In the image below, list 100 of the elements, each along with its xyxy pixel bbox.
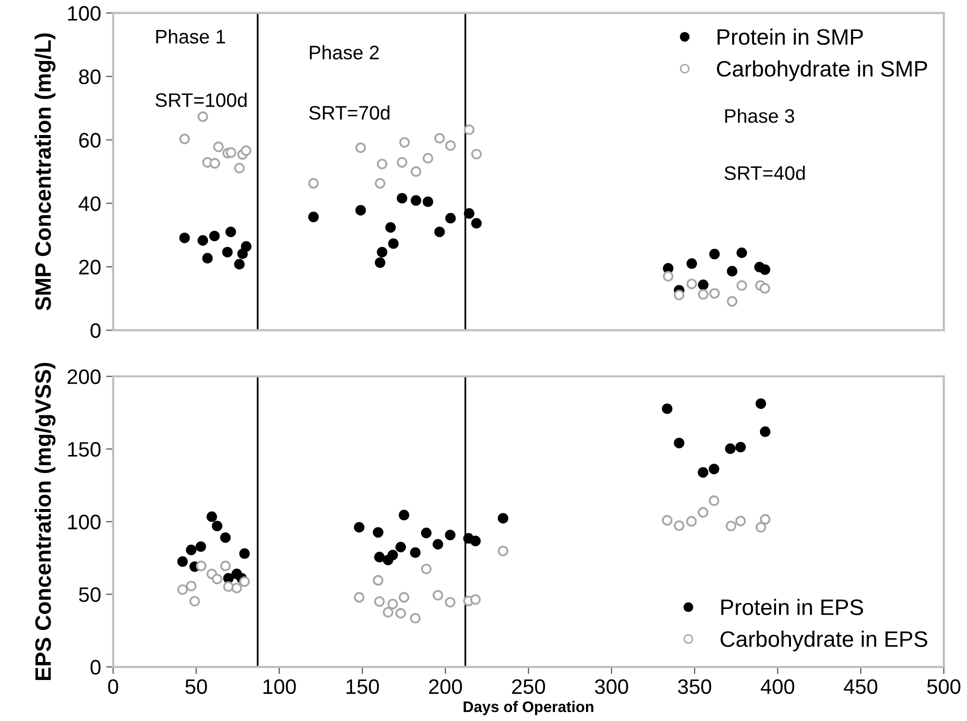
- point: [686, 278, 698, 290]
- legend-label: Carbohydrate in SMP: [716, 60, 928, 82]
- point: [186, 580, 197, 592]
- point: [372, 575, 384, 586]
- point: [210, 158, 220, 169]
- point: [760, 264, 770, 275]
- annotation: SRT=100d: [156, 92, 247, 108]
- point: [234, 162, 245, 174]
- annotation: Phase 1: [156, 29, 226, 44]
- point: [220, 532, 231, 543]
- point: [471, 218, 482, 229]
- point: [196, 560, 206, 572]
- point: [410, 195, 422, 206]
- point: [410, 547, 421, 558]
- point: [387, 598, 398, 610]
- point: [709, 288, 720, 299]
- point: [498, 513, 508, 524]
- point: [760, 283, 770, 294]
- y-tick-label: 0: [90, 323, 101, 338]
- point: [372, 527, 384, 538]
- point: [198, 235, 208, 246]
- point: [396, 157, 408, 168]
- point: [308, 178, 319, 189]
- x-tick-label: 150: [346, 679, 379, 694]
- point: [698, 467, 708, 478]
- point: [662, 270, 674, 282]
- point: [382, 607, 394, 618]
- point: [444, 596, 456, 608]
- point: [725, 443, 736, 454]
- point: [196, 541, 206, 552]
- point: [662, 515, 672, 526]
- point: [239, 576, 250, 587]
- point: [395, 608, 406, 619]
- x-tick-label: 400: [760, 679, 794, 694]
- point: [756, 522, 766, 533]
- point: [189, 596, 200, 607]
- point: [736, 248, 748, 258]
- point: [223, 581, 234, 592]
- point: [471, 148, 482, 160]
- point: [399, 137, 410, 148]
- point: [421, 564, 432, 574]
- point: [444, 530, 456, 540]
- y-tick-label: 80: [79, 69, 101, 84]
- legend-label: Protein in EPS: [721, 598, 863, 616]
- point: [220, 560, 231, 572]
- x-tick-label: 50: [185, 679, 207, 694]
- point: [355, 142, 366, 154]
- point: [708, 495, 720, 506]
- annotation: Phase 3: [725, 108, 794, 123]
- point: [698, 289, 709, 300]
- point: [212, 574, 222, 584]
- y-axis-title: SMP Concentration (mg/L): [34, 33, 56, 310]
- y-tick-label: 100: [68, 6, 101, 21]
- point: [726, 296, 738, 307]
- x-tick-label: 250: [512, 679, 546, 694]
- point: [186, 544, 197, 556]
- point: [662, 403, 672, 414]
- point: [374, 552, 385, 562]
- point: [498, 546, 508, 556]
- x-axis-title: Days of Operation: [464, 700, 594, 716]
- point: [398, 510, 410, 520]
- legend-label: Carbohydrate in EPS: [720, 630, 928, 652]
- point: [422, 152, 434, 164]
- point: [445, 212, 456, 224]
- point: [735, 442, 746, 452]
- point: [179, 134, 190, 144]
- point: [410, 166, 422, 177]
- point: [422, 196, 434, 208]
- x-tick-label: 450: [844, 679, 878, 694]
- point: [388, 238, 399, 249]
- point: [396, 192, 408, 204]
- point: [470, 536, 481, 546]
- point: [464, 124, 474, 136]
- point: [686, 258, 698, 269]
- point: [432, 590, 444, 601]
- point: [240, 241, 252, 252]
- point: [177, 556, 188, 567]
- point: [376, 246, 388, 258]
- annotation: SRT=40d: [724, 166, 805, 180]
- point: [226, 147, 236, 158]
- annotation: SRT=70d: [309, 105, 390, 120]
- point: [374, 596, 385, 607]
- point: [410, 612, 421, 624]
- point: [177, 584, 188, 595]
- y-axis-title: EPS Concentration (mg/gVSS): [34, 362, 56, 680]
- y-tick-label: 0: [90, 660, 101, 675]
- point: [432, 539, 444, 550]
- x-tick-label: 500: [927, 679, 960, 694]
- point: [202, 252, 213, 264]
- point: [434, 226, 445, 238]
- point: [225, 226, 236, 238]
- point: [726, 266, 738, 277]
- point: [398, 592, 410, 603]
- point: [760, 514, 770, 525]
- point: [726, 520, 736, 532]
- y-tick-label: 150: [68, 442, 101, 457]
- point: [374, 257, 386, 268]
- x-tick-label: 100: [263, 679, 296, 694]
- point: [698, 280, 709, 290]
- point: [421, 528, 432, 538]
